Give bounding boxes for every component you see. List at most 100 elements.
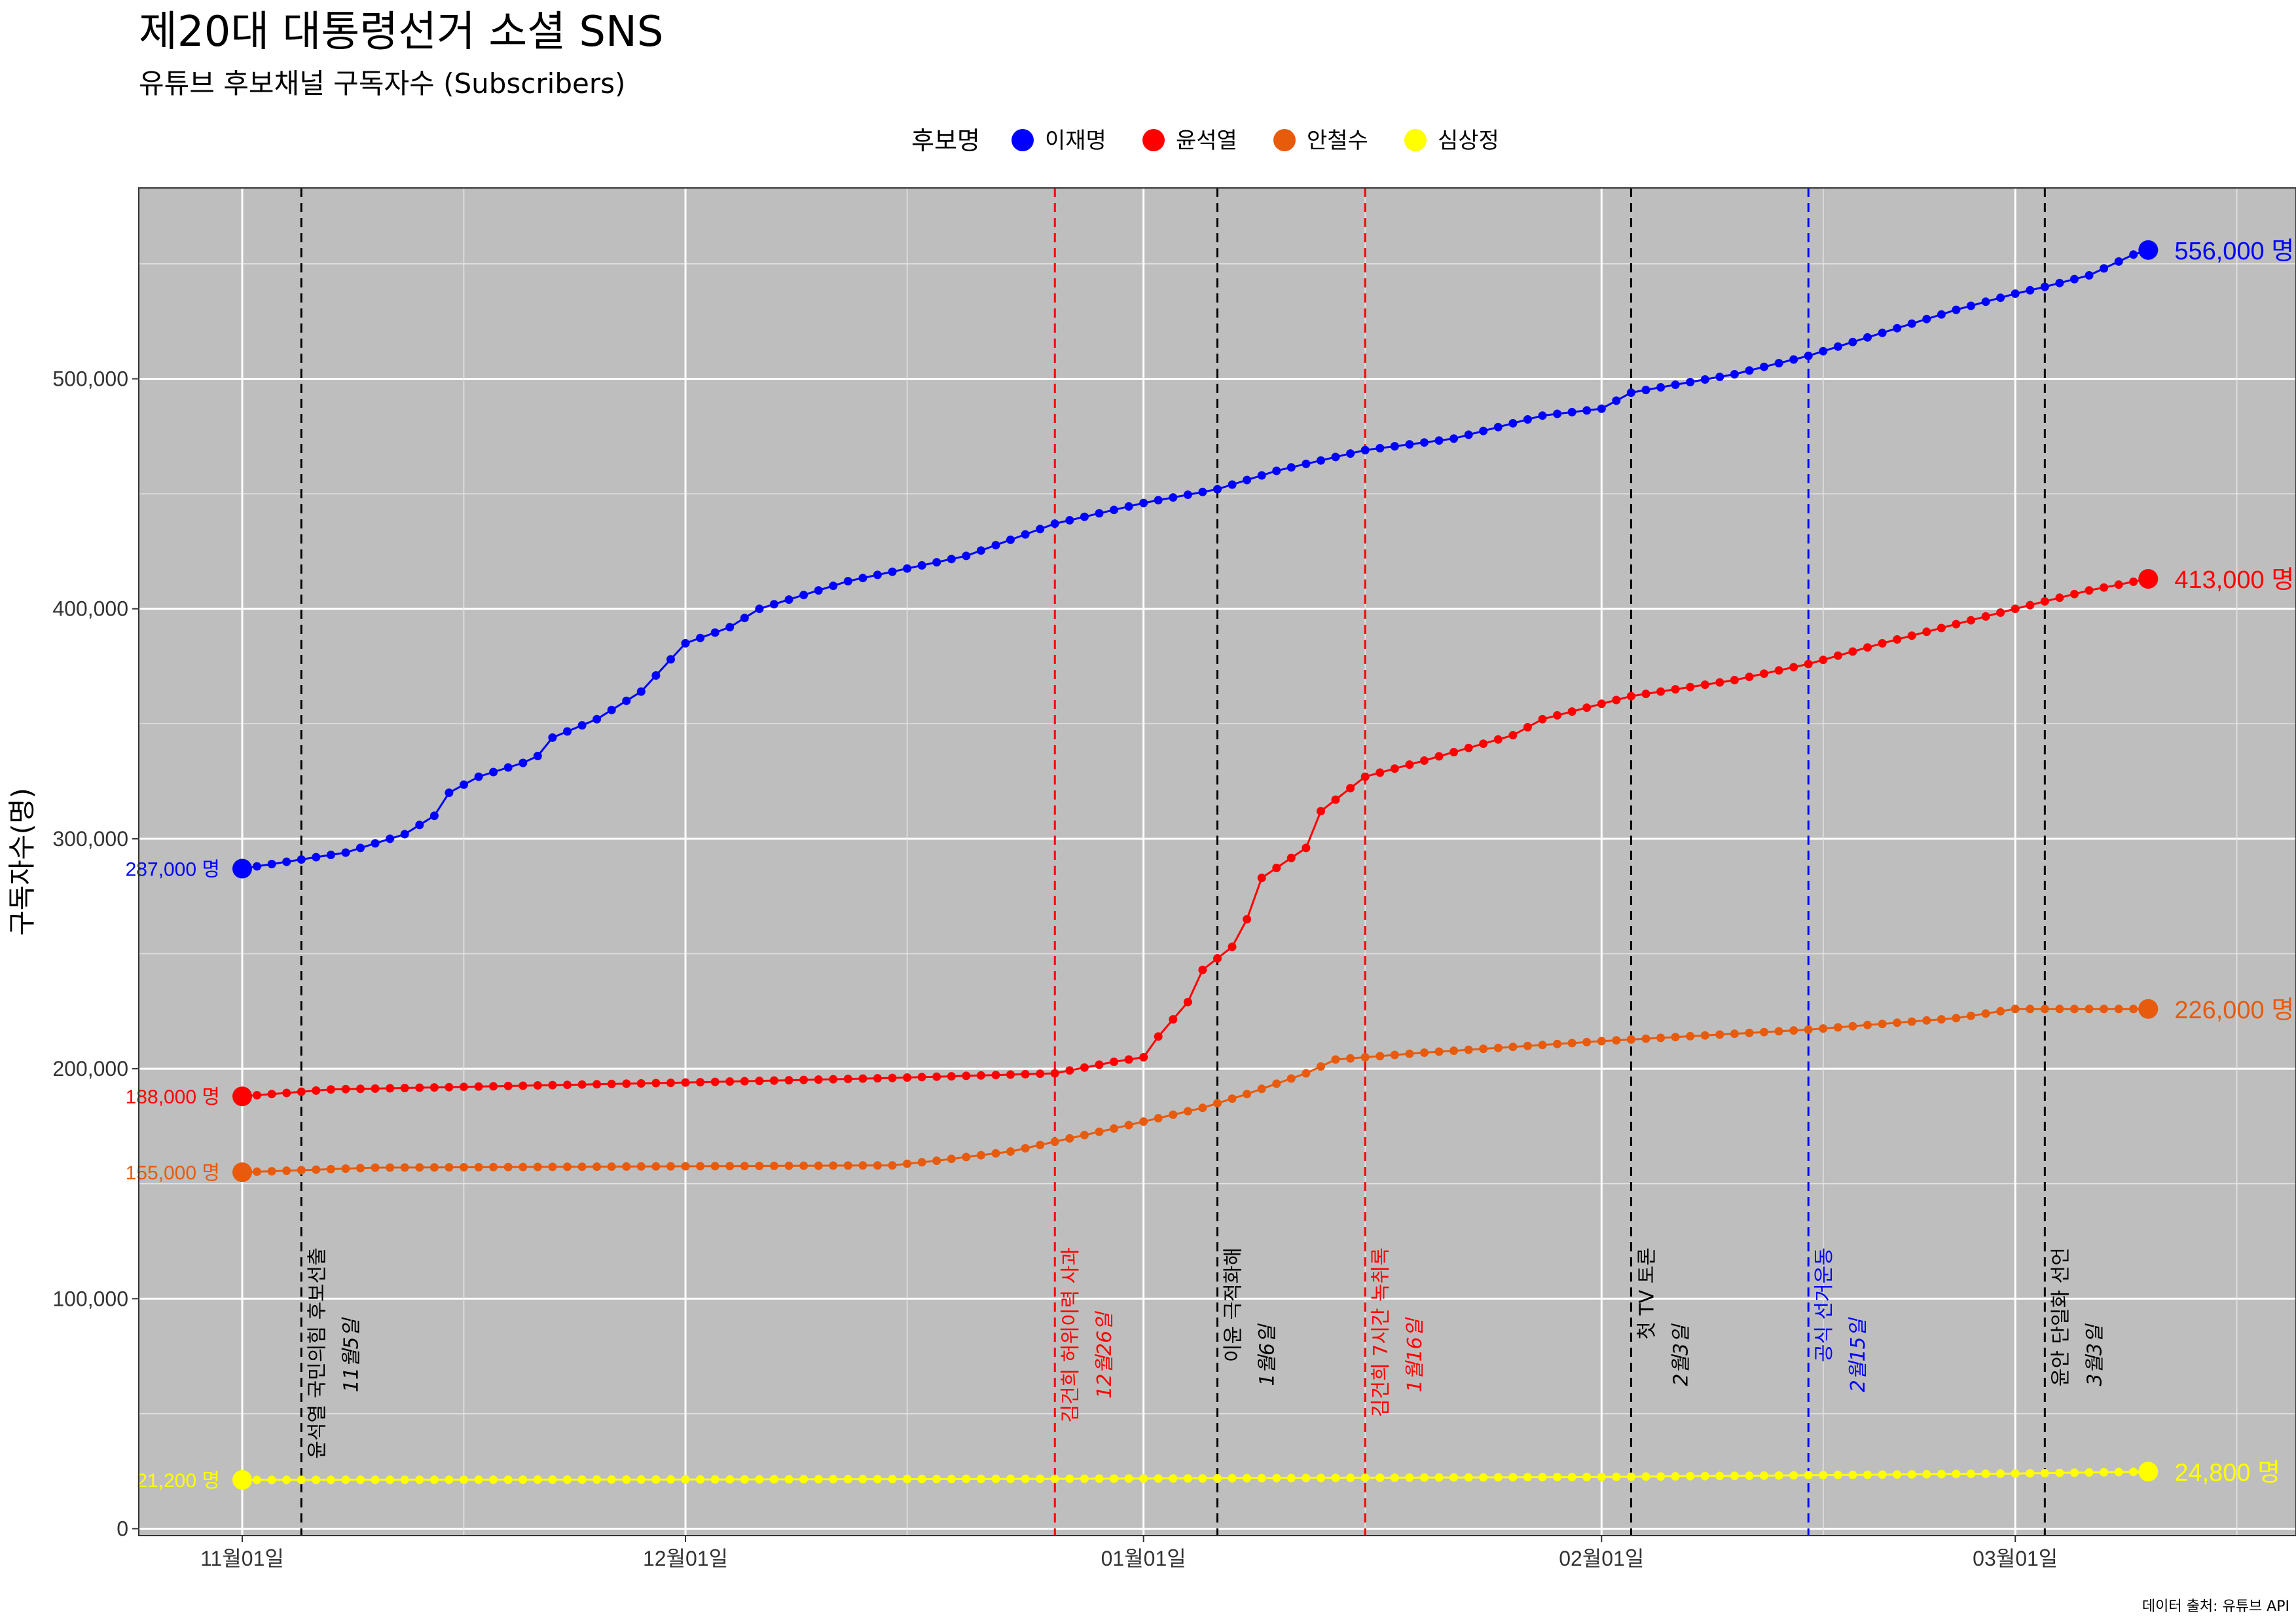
legend-key-1 [1011, 129, 1034, 151]
data-point [1582, 1037, 1592, 1046]
data-point [1420, 1473, 1429, 1482]
data-point [1272, 863, 1281, 872]
data-point [1464, 1045, 1473, 1054]
data-point [829, 1161, 838, 1170]
data-point [932, 1156, 941, 1166]
data-point [1331, 1055, 1340, 1064]
data-point [386, 1163, 395, 1172]
data-point [1346, 1473, 1355, 1483]
series-points-4 [238, 1467, 2153, 1485]
series-end-label-4: 24,800 명 [2174, 1459, 2280, 1486]
data-point [2011, 1005, 2020, 1014]
data-point [917, 1158, 926, 1167]
data-point [1833, 1023, 1842, 1032]
data-point [1671, 1472, 1680, 1481]
data-point [947, 1475, 956, 1483]
series-start-marker-2 [232, 1086, 252, 1107]
data-point [577, 1475, 587, 1484]
data-point [1110, 1474, 1118, 1483]
data-point [2026, 600, 2035, 610]
data-point [1376, 768, 1385, 777]
data-point [1863, 1470, 1872, 1479]
data-point [1863, 333, 1872, 342]
event-label-1: 윤석열 국민의힘 후보선출 [306, 1247, 329, 1459]
data-point [696, 633, 705, 642]
data-point [1760, 1027, 1768, 1037]
data-point [519, 1475, 528, 1485]
data-point [755, 604, 764, 614]
data-point [1656, 383, 1666, 392]
data-point [1405, 440, 1414, 449]
data-point [1952, 305, 1961, 314]
data-point [1641, 386, 1650, 394]
x-tick-label: 01월01일 [1101, 1547, 1186, 1570]
data-point [489, 1162, 498, 1172]
data-point [947, 1072, 956, 1081]
data-point [1198, 1474, 1207, 1483]
data-point [1302, 1069, 1311, 1078]
data-point [312, 853, 321, 862]
data-point [341, 848, 350, 857]
data-point [1553, 710, 1562, 720]
data-point [2129, 250, 2138, 259]
data-point [1952, 1469, 1961, 1479]
data-point [2085, 586, 2094, 595]
data-point [1228, 480, 1237, 489]
data-point [1317, 807, 1325, 816]
data-point [1508, 1043, 1518, 1052]
data-point [1243, 1473, 1252, 1483]
data-point [976, 546, 985, 555]
data-point [1390, 442, 1399, 451]
data-point [1198, 487, 1207, 496]
data-point [710, 1475, 720, 1484]
data-point [888, 567, 897, 576]
data-point [1095, 1127, 1104, 1136]
data-point [1567, 407, 1576, 416]
series-end-marker-1 [2138, 240, 2159, 260]
series-start-marker-1 [232, 858, 252, 879]
data-point [962, 1153, 971, 1162]
data-point [1050, 519, 1059, 528]
data-point [1848, 337, 1857, 346]
data-point [636, 1475, 646, 1484]
data-point [297, 855, 306, 864]
data-point [371, 839, 380, 848]
data-point [755, 1077, 764, 1086]
data-point [1745, 1471, 1754, 1481]
data-point [962, 1071, 971, 1080]
data-point [962, 1474, 971, 1483]
data-point [1493, 1043, 1503, 1052]
event-label-5: 첫 TV 토론 [1635, 1247, 1658, 1340]
data-point [489, 1475, 498, 1485]
data-point [1789, 355, 1798, 364]
data-point [312, 1475, 321, 1485]
y-tick-label: 200,000 [52, 1057, 128, 1080]
data-point [636, 1079, 646, 1088]
data-point [1686, 682, 1695, 692]
data-point [1479, 739, 1488, 748]
data-point [429, 1083, 439, 1092]
data-point [2040, 1005, 2049, 1014]
series-end-marker-2 [2138, 569, 2159, 589]
data-point [1050, 1069, 1059, 1078]
data-point [1213, 954, 1222, 963]
data-point [2011, 289, 2020, 298]
data-point [873, 570, 882, 580]
data-point [947, 1154, 956, 1164]
data-point [1981, 612, 1990, 621]
data-point [1360, 772, 1370, 781]
data-point [1434, 752, 1444, 761]
data-point [1700, 375, 1709, 384]
data-point [1612, 695, 1621, 705]
data-point [2129, 1005, 2138, 1014]
series-line-4 [242, 1470, 2149, 1481]
data-point [1804, 1025, 1813, 1034]
data-point [1893, 635, 1902, 644]
data-point [799, 591, 809, 600]
data-point [1302, 459, 1311, 468]
data-point [829, 1475, 838, 1484]
data-point [976, 1151, 985, 1160]
data-point [1360, 1053, 1370, 1061]
axes: 0 100,000 200,000 300,000 400,000 500,000 11월0… [52, 187, 2296, 1570]
data-point [696, 1162, 705, 1171]
